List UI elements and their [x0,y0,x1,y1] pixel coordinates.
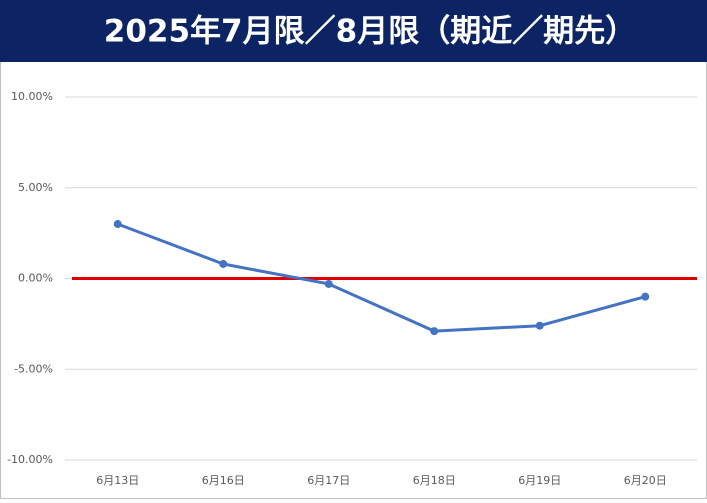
y-tick-label: 10.00% [11,90,53,103]
x-tick-label: 6月20日 [624,474,667,487]
y-tick-label: 5.00% [18,181,53,194]
data-point [324,279,333,288]
x-tick-label: 6月19日 [518,474,561,487]
data-point [535,321,544,330]
x-tick-label: 6月17日 [307,474,350,487]
y-tick-label: -10.00% [7,453,53,466]
x-tick-label: 6月13日 [96,474,139,487]
data-point [219,259,228,268]
y-tick-label: 0.00% [18,272,53,285]
data-point [641,292,650,301]
y-tick-label: -5.00% [14,362,53,375]
data-point [430,327,439,336]
x-tick-label: 6月18日 [413,474,456,487]
series-line [117,222,646,333]
x-tick-label: 6月16日 [202,474,245,487]
title-banner [0,0,707,62]
chart-title: 2025年7月限／8月限（期近／期先） [104,14,636,50]
data-point [113,220,122,229]
